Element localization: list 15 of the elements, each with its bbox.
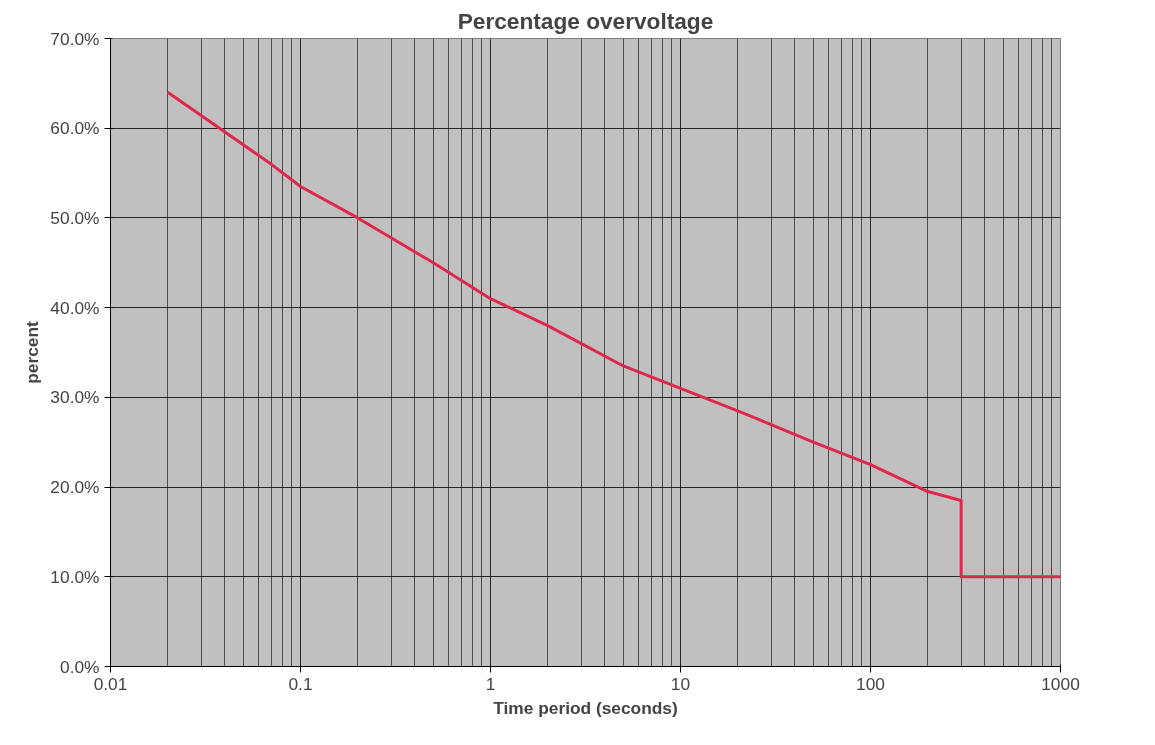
y-tick-label: 30.0% [50,387,100,408]
y-tick-label: 70.0% [50,28,100,49]
y-tick-label: 50.0% [50,207,100,228]
y-axis-title: percent [22,320,43,384]
y-tick-label: 60.0% [50,118,100,139]
x-tick-label: 1000 [1041,673,1080,694]
y-tick-label: 10.0% [50,566,100,587]
x-axis-title: Time period (seconds) [493,697,678,718]
chart-title: Percentage overvoltage [457,7,714,34]
x-tick-label: 100 [856,673,885,694]
y-tick-label: 20.0% [50,477,100,498]
x-tick-label: 1 [485,673,496,694]
x-tick-label: 10 [670,673,691,694]
y-tick-label: 40.0% [50,297,100,318]
x-tick-label: 0.1 [288,673,313,694]
